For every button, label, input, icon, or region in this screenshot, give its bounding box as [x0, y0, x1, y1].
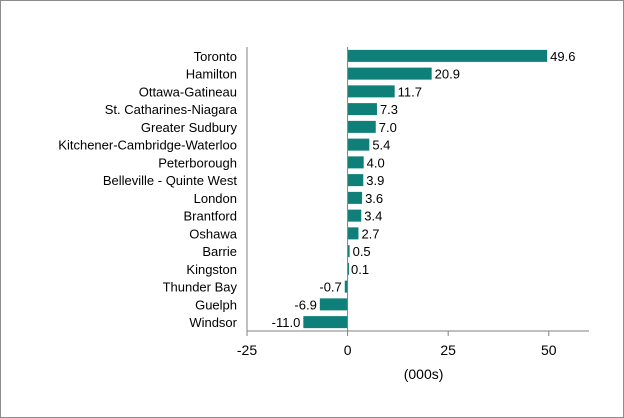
bar — [347, 138, 370, 151]
x-tick-label: 50 — [541, 342, 557, 358]
bar — [347, 49, 548, 62]
value-label: 7.0 — [379, 120, 397, 135]
value-label: 49.6 — [550, 49, 575, 64]
bar — [319, 298, 348, 311]
category-labels: Toronto Hamilton Ottawa-Gatineau St. Cathar… — [58, 49, 237, 330]
bar — [347, 67, 432, 80]
category-label: Brantford — [184, 209, 237, 224]
value-label: 2.7 — [361, 226, 379, 241]
value-labels: 49.6 20.9 11.77.3 7.0 5.4 4.0 3.9 3.6 3.4 2.7 0.5 0… — [272, 49, 576, 330]
bar — [347, 262, 350, 275]
x-axis-title: (000s) — [404, 366, 444, 382]
bar — [347, 191, 363, 204]
category-label: Windsor — [189, 315, 237, 330]
bar — [347, 156, 364, 169]
category-label: Hamilton — [186, 67, 237, 82]
value-label: 0.1 — [351, 262, 369, 277]
bars-group — [303, 49, 548, 329]
value-label: -0.7 — [319, 280, 341, 295]
bar — [344, 280, 348, 293]
value-label: 11.7 — [398, 84, 422, 99]
category-label: Ottawa-Gatineau — [139, 84, 237, 99]
value-label: -6.9 — [294, 297, 316, 312]
value-label: 20.9 — [435, 67, 460, 82]
category-label: Kingston — [186, 262, 237, 277]
category-label: Toronto — [194, 49, 237, 64]
x-tick-label: -25 — [237, 342, 257, 358]
value-label: 4.0 — [367, 155, 385, 170]
x-tick-label: 0 — [344, 342, 352, 358]
axes: -25 0 25 50 — [237, 47, 589, 358]
bar — [347, 103, 377, 116]
category-label: Oshawa — [189, 226, 237, 241]
value-label: 3.9 — [366, 173, 384, 188]
bar — [303, 316, 348, 329]
category-label: Belleville - Quinte West — [103, 173, 238, 188]
value-label: 0.5 — [353, 244, 371, 259]
value-label: 3.4 — [364, 209, 382, 224]
category-label: Thunder Bay — [163, 280, 238, 295]
category-label: Peterborough — [158, 155, 237, 170]
category-label: Barrie — [202, 244, 237, 259]
value-label: 7.3 — [380, 102, 398, 117]
bar — [347, 245, 350, 258]
category-label: Kitchener-Cambridge-Waterloo — [58, 138, 237, 153]
category-label: Greater Sudbury — [141, 120, 238, 135]
category-label: St. Catharines-Niagara — [105, 102, 238, 117]
bar — [347, 85, 395, 98]
bar — [347, 209, 362, 222]
category-label: Guelph — [195, 297, 237, 312]
bar — [347, 174, 364, 187]
bar — [347, 120, 376, 133]
value-label: -11.0 — [272, 315, 301, 330]
category-label: London — [194, 191, 237, 206]
bar — [347, 227, 359, 240]
x-tick-label: 25 — [440, 342, 456, 358]
value-label: 3.6 — [365, 191, 383, 206]
value-label: 5.4 — [372, 138, 390, 153]
